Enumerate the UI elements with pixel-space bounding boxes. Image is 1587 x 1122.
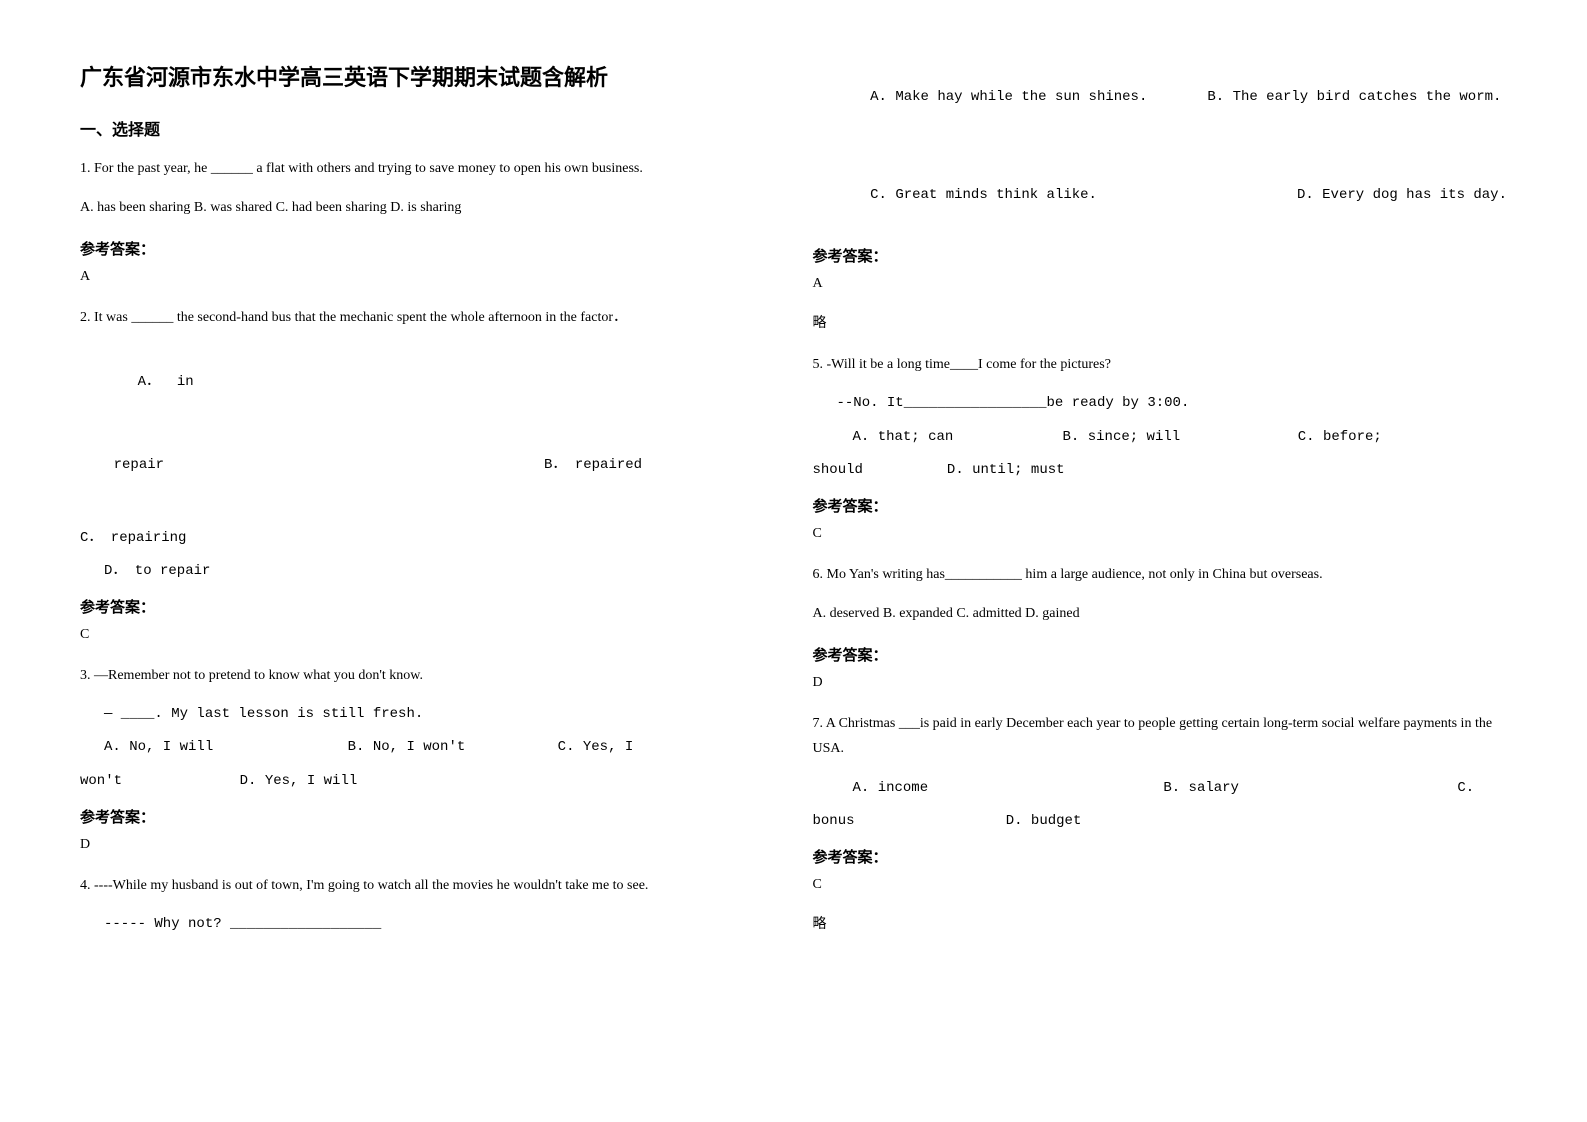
q4-omit: 略 [813,312,1508,332]
q7-answer-label: 参考答案： [813,846,1508,867]
q1-text: 1. For the past year, he ______ a flat w… [80,156,753,181]
q4-text: 4. ----While my husband is out of town, … [80,873,753,898]
q4-opt-d: D. Every dog has its day. [1297,187,1507,203]
q5-line2: --No. It_________________be ready by 3:0… [813,391,1508,416]
q7-answer: C [813,877,1508,893]
q4-opts-row2: C. Great minds think alike. D. Every dog … [813,158,1508,234]
right-column: A. Make hay while the sun shines. B. The … [813,60,1508,1062]
q3-line2: — ____. My last lesson is still fresh. [80,702,753,727]
q2-opt-b: B． repaired [544,457,642,473]
q2-answer-label: 参考答案： [80,596,753,617]
q6-answer-label: 参考答案： [813,644,1508,665]
q7-omit: 略 [813,913,1508,933]
q2-opt-c: C． repairing [80,526,753,551]
q3-text: 3. —Remember not to pretend to know what… [80,663,753,688]
left-column: 广东省河源市东水中学高三英语下学期期末试题含解析 一、选择题 1. For th… [80,60,753,1062]
q5-opts-1: A. that; can B. since; will C. before; [813,425,1508,450]
q4-answer-label: 参考答案： [813,245,1508,266]
q3-opts-1: A. No, I will B. No, I won't C. Yes, I [80,735,753,760]
q5-answer: C [813,526,1508,542]
q5-opts-1-text: A. that; can B. since; will C. before; [853,429,1382,445]
q2-opt-b-label: repair [114,457,164,473]
q2-opt-d: D． to repair [80,559,753,584]
page-title: 广东省河源市东水中学高三英语下学期期末试题含解析 [80,60,753,92]
q2-opt-a: A． in [80,345,753,421]
q1-options: A. has been sharing B. was shared C. had… [80,195,753,220]
q4-opt-a: A. Make hay while the sun shines. [846,89,1147,105]
q7-opts-1: A. income B. salary C. [813,776,1508,801]
q7-opts-2: bonus D. budget [813,809,1508,834]
section-heading: 一、选择题 [80,116,753,140]
q3-opts-2: won't D. Yes, I will [80,769,753,794]
q2-opt-b-line: repair B． repaired [80,428,753,504]
q4-opts-row1: A. Make hay while the sun shines. B. The … [813,60,1508,136]
q4-line2: ----- Why not? __________________ [80,912,753,937]
q4-opt-c: C. Great minds think alike. [846,187,1097,203]
q6-text: 6. Mo Yan's writing has___________ him a… [813,562,1508,587]
q5-text: 5. -Will it be a long time____I come for… [813,352,1508,377]
q2-opt-a-text: A． in [138,374,194,390]
q1-answer: A [80,269,753,285]
q7-text: 7. A Christmas ___is paid in early Decem… [813,711,1508,761]
q1-answer-label: 参考答案： [80,238,753,259]
q3-answer-label: 参考答案： [80,806,753,827]
q6-answer: D [813,675,1508,691]
q6-options: A. deserved B. expanded C. admitted D. g… [813,601,1508,626]
q7-opts-1-text: A. income B. salary C. [853,780,1475,796]
q4-answer: A [813,276,1508,292]
q3-answer: D [80,837,753,853]
q5-answer-label: 参考答案： [813,495,1508,516]
q5-opts-2: should D. until; must [813,458,1508,483]
q2-text: 2. It was ______ the second-hand bus tha… [80,305,753,330]
q4-opt-b: B. The early bird catches the worm. [1207,89,1501,105]
q2-answer: C [80,627,753,643]
